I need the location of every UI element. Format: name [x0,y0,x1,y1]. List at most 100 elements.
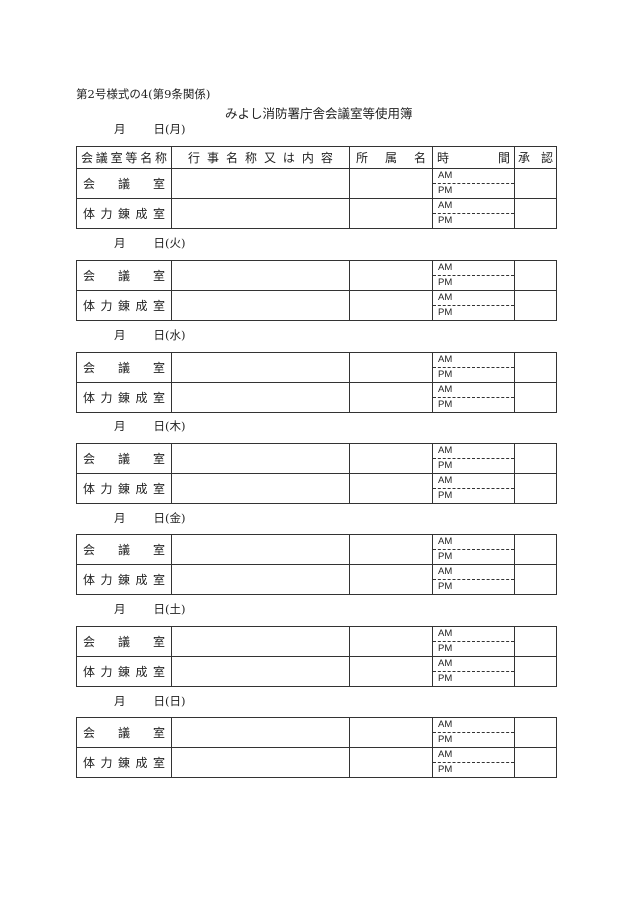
event-cell[interactable] [171,443,350,474]
month-label: 月 [114,419,126,433]
event-cell[interactable] [171,747,350,778]
time-cell[interactable]: AM PM [432,198,515,229]
table-row: 体力錬成室 AM PM [76,198,557,229]
dept-cell[interactable] [349,656,433,687]
table-row: 体力錬成室 AM PM [76,564,557,595]
event-cell[interactable] [171,260,350,291]
dept-cell[interactable] [349,260,433,291]
char: 名 [225,151,238,165]
approval-cell[interactable] [514,747,557,778]
month-label: 月 [114,122,126,136]
am-label: AM [433,627,514,642]
weekday: (日) [165,694,186,708]
char: 室 [152,635,165,649]
time-cell[interactable]: AM PM [432,168,515,199]
char: 力 [100,665,113,679]
pm-label: PM [438,307,453,318]
char: 時 [437,151,450,165]
char: 議 [117,361,130,375]
char: 錬 [117,665,130,679]
time-cell[interactable]: AM PM [432,260,515,291]
time-cell[interactable]: AM PM [432,626,515,657]
event-cell[interactable] [171,626,350,657]
char: 体 [83,482,96,496]
event-cell[interactable] [171,717,350,748]
dept-cell[interactable] [349,443,433,474]
pm-label: PM [438,734,453,745]
pm-label: PM [438,551,453,562]
char: 議 [117,177,130,191]
event-cell[interactable] [171,656,350,687]
header-dept: 所属名 [349,146,433,169]
char: 議 [117,269,130,283]
usage-table: 会議室 AM PM 体力錬成室 AM PM [76,534,557,595]
approval-cell[interactable] [514,168,557,199]
event-cell[interactable] [171,290,350,321]
date-label: 月 日(土) [114,601,185,617]
char: 力 [100,573,113,587]
time-cell[interactable]: AM PM [432,443,515,474]
time-cell[interactable]: AM PM [432,564,515,595]
day-label: 日 [153,236,166,250]
approval-cell[interactable] [514,626,557,657]
dept-cell[interactable] [349,747,433,778]
time-cell[interactable]: AM PM [432,290,515,321]
approval-cell[interactable] [514,473,557,504]
time-cell[interactable]: AM PM [432,352,515,383]
approval-cell[interactable] [514,352,557,383]
am-label: AM [433,748,514,763]
event-cell[interactable] [171,198,350,229]
time-cell[interactable]: AM PM [432,656,515,687]
char: 名 [140,151,153,165]
approval-cell[interactable] [514,290,557,321]
time-cell[interactable]: AM PM [432,382,515,413]
char: 体 [83,665,96,679]
event-cell[interactable] [171,168,350,199]
room-name: 会議室 [76,717,172,748]
dept-cell[interactable] [349,473,433,504]
dept-cell[interactable] [349,564,433,595]
event-cell[interactable] [171,564,350,595]
approval-cell[interactable] [514,443,557,474]
char: 室 [152,299,165,313]
event-cell[interactable] [171,473,350,504]
am-label: AM [433,199,514,214]
approval-cell[interactable] [514,198,557,229]
char: 承 [518,151,531,165]
am-label: AM [433,169,514,184]
time-cell[interactable]: AM PM [432,747,515,778]
dept-cell[interactable] [349,290,433,321]
char: 議 [117,452,130,466]
approval-cell[interactable] [514,260,557,291]
dept-cell[interactable] [349,534,433,565]
char: 行 [188,151,201,165]
dept-cell[interactable] [349,382,433,413]
room-name: 体力錬成室 [76,198,172,229]
event-cell[interactable] [171,534,350,565]
time-cell[interactable]: AM PM [432,717,515,748]
dept-cell[interactable] [349,198,433,229]
approval-cell[interactable] [514,534,557,565]
event-cell[interactable] [171,352,350,383]
time-cell[interactable]: AM PM [432,534,515,565]
time-cell[interactable]: AM PM [432,473,515,504]
approval-cell[interactable] [514,382,557,413]
dept-cell[interactable] [349,168,433,199]
approval-cell[interactable] [514,656,557,687]
table-row: 体力錬成室 AM PM [76,747,557,778]
dept-cell[interactable] [349,717,433,748]
char: 議 [117,543,130,557]
char: 称 [244,151,257,165]
table-row: 体力錬成室 AM PM [76,473,557,504]
char: 議 [117,726,130,740]
dept-cell[interactable] [349,352,433,383]
char: 成 [135,207,148,221]
approval-cell[interactable] [514,564,557,595]
dept-cell[interactable] [349,626,433,657]
event-cell[interactable] [171,382,350,413]
weekday: (水) [165,328,186,342]
am-label: AM [433,718,514,733]
char: 体 [83,391,96,405]
room-name: 体力錬成室 [76,747,172,778]
approval-cell[interactable] [514,717,557,748]
